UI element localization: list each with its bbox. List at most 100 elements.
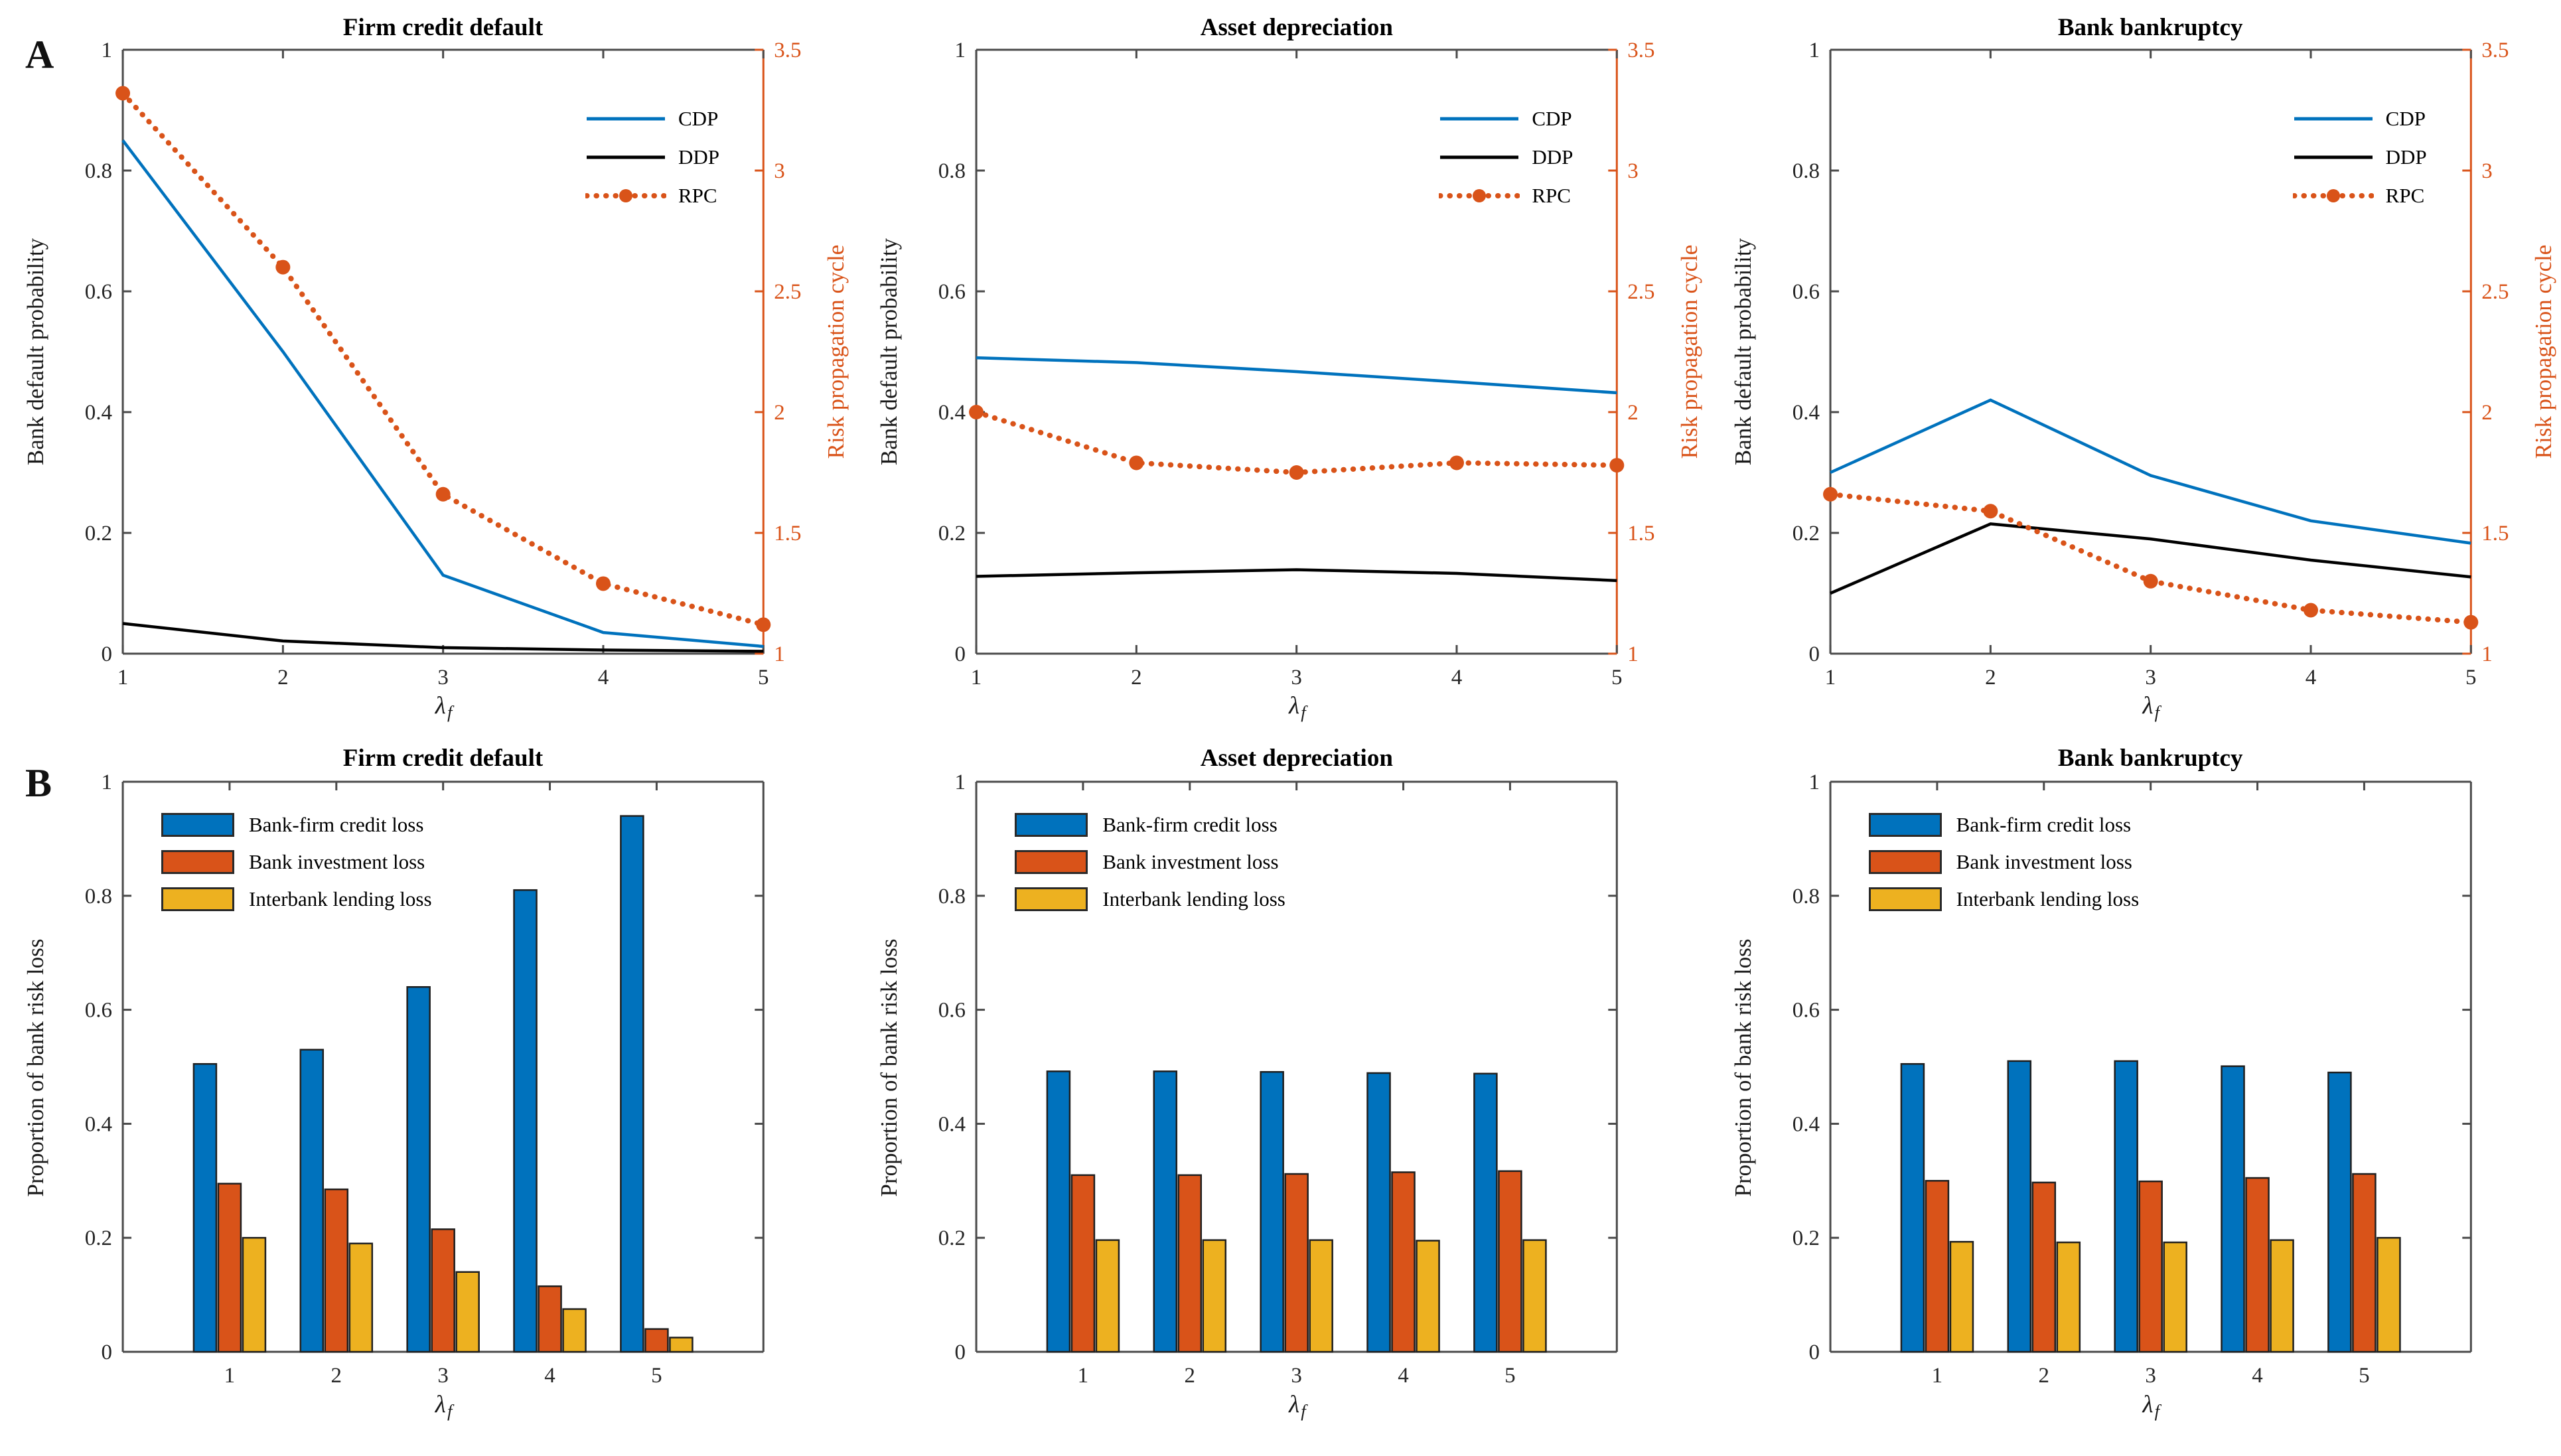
- bar-blue-1: [1046, 1070, 1071, 1353]
- lambda-symbol: λ: [1289, 1391, 1300, 1418]
- blue-swatch-icon: [1015, 813, 1088, 837]
- y-tick-label-right: 3: [774, 159, 785, 183]
- legend-label: CDP: [678, 107, 719, 130]
- x-tick-label: 3: [1291, 666, 1303, 690]
- chart-title: Firm credit default: [342, 745, 544, 772]
- rpc-line-sample-icon: [2292, 189, 2374, 202]
- y-tick-label-left: 0.2: [1792, 522, 1819, 546]
- y-tick-label-left: 0.6: [938, 280, 966, 304]
- panel-row-label-a: A: [25, 33, 54, 76]
- series-marker-rpc: [2143, 573, 2158, 589]
- cdp-line-sample-icon: [587, 117, 665, 121]
- bar-blue-5: [1473, 1072, 1498, 1353]
- x-tick-label: 5: [2465, 666, 2477, 690]
- legend: CDP DDP RPC: [585, 100, 719, 215]
- rpc-line-sample-icon: [585, 189, 666, 202]
- chart-title: Firm credit default: [342, 14, 544, 41]
- bar-orange-4: [1391, 1171, 1416, 1353]
- legend-item-cdp: CDP: [585, 100, 719, 138]
- legend-label: Bank investment loss: [249, 850, 425, 873]
- legend-label: RPC: [2385, 184, 2425, 207]
- y-tick-label-left: 0.4: [938, 1112, 966, 1136]
- x-tick-label: 1: [971, 666, 982, 690]
- y-tick-label-right: 2: [774, 401, 785, 425]
- y-tick-label-right: 2: [2481, 401, 2493, 425]
- y-tick-label-left: 0.4: [938, 401, 966, 425]
- y-tick-label-right: 3.5: [774, 38, 801, 62]
- bar-blue-4: [2220, 1065, 2245, 1353]
- bar-yellow-1: [1949, 1240, 1974, 1353]
- bar-blue-2: [299, 1049, 325, 1353]
- y-tick-label-left: 0.8: [938, 885, 966, 909]
- bar-yellow-5: [669, 1337, 694, 1353]
- legend-item-rpc: RPC: [1439, 177, 1573, 215]
- legend-item-ddp: DDP: [1439, 138, 1573, 177]
- x-tick-label: 3: [2145, 666, 2156, 690]
- series-line-rpc: [974, 409, 1620, 476]
- legend-item-bank-firm-credit-loss: Bank-firm credit loss: [1868, 806, 2140, 843]
- y-axis-label-left: Proportion of bank risk loss: [1729, 938, 1756, 1197]
- legend-item-interbank-lending-loss: Interbank lending loss: [161, 881, 432, 918]
- x-tick-label: 4: [2252, 1364, 2263, 1388]
- legend-label: Bank-firm credit loss: [1102, 813, 1278, 836]
- x-tick-label: 1: [117, 666, 129, 690]
- lambda-subscript: f: [2154, 702, 2159, 723]
- series-line-ddp: [1829, 522, 2471, 595]
- legend-item-cdp: CDP: [1439, 100, 1573, 138]
- series-line-cdp: [121, 139, 764, 648]
- y-tick-label-left: 0.2: [85, 522, 112, 546]
- y-axis-label-left: Proportion of bank risk loss: [23, 938, 48, 1197]
- series-marker-rpc: [1289, 465, 1305, 480]
- y-axis-label-left: Bank default probability: [1729, 238, 1756, 466]
- legend-label: RPC: [1532, 184, 1571, 207]
- rpc-line-sample-icon: [1439, 189, 1520, 202]
- bar-yellow-3: [1309, 1239, 1334, 1353]
- legend: Bank-firm credit loss Bank investment lo…: [1015, 806, 1285, 918]
- y-tick-label-left: 0.2: [1792, 1226, 1819, 1250]
- bar-orange-4: [2244, 1177, 2270, 1353]
- series-marker-rpc: [2303, 603, 2318, 618]
- lambda-symbol: λ: [1289, 692, 1300, 719]
- ddp-line-sample-icon: [1440, 155, 1519, 159]
- legend-item-bank-firm-credit-loss: Bank-firm credit loss: [161, 806, 432, 843]
- x-tick-label: 3: [437, 1364, 449, 1388]
- series-marker-rpc: [2463, 615, 2478, 630]
- x-axis-label: λf: [123, 692, 763, 722]
- y-tick-label-left: 0: [1808, 1341, 1820, 1364]
- lambda-subscript: f: [1301, 702, 1306, 723]
- bar-blue-4: [513, 889, 538, 1353]
- lambda-subscript: f: [2154, 1401, 2159, 1421]
- bar-blue-2: [1153, 1070, 1178, 1353]
- legend-item-ddp: DDP: [585, 138, 719, 177]
- x-tick-label: 4: [1398, 1364, 1410, 1388]
- bar-blue-3: [1260, 1070, 1285, 1353]
- series-line-rpc: [120, 90, 767, 628]
- y-axis-label-left: Proportion of bank risk loss: [876, 938, 903, 1197]
- y-tick-label-left: 0.4: [1792, 401, 1819, 425]
- y-tick-label-right: 3: [1628, 159, 1639, 183]
- bar-yellow-2: [2056, 1241, 2081, 1353]
- x-axis-label: λf: [976, 1390, 1617, 1421]
- series-line-cdp: [976, 356, 1617, 395]
- orange-swatch-icon: [1868, 850, 1942, 874]
- lambda-symbol: λ: [435, 1391, 446, 1418]
- legend-item-bank-firm-credit-loss: Bank-firm credit loss: [1015, 806, 1285, 843]
- bar-blue-3: [406, 985, 431, 1353]
- legend-label: DDP: [2385, 145, 2427, 169]
- y-tick-label-left: 0.8: [85, 159, 112, 183]
- x-tick-label: 2: [2038, 1364, 2049, 1388]
- y-axis-label-right: Risk propagation cycle: [2530, 244, 2556, 459]
- ddp-line-sample-icon: [587, 155, 665, 159]
- y-tick-label-left: 0.6: [1792, 280, 1819, 304]
- lambda-symbol: λ: [435, 692, 446, 719]
- bar-orange-1: [1070, 1174, 1096, 1353]
- legend-label: Bank investment loss: [1102, 850, 1279, 873]
- x-tick-label: 5: [1611, 666, 1623, 690]
- x-tick-label: 5: [651, 1364, 662, 1388]
- y-tick-label-left: 0: [102, 642, 113, 666]
- x-tick-label: 2: [1131, 666, 1142, 690]
- legend: CDP DDP RPC: [1439, 100, 1573, 215]
- bar-chart-firm-credit-default: 1 2 3 4 5 0 0.2 0.4 0.6 0.8 1: [85, 770, 765, 1388]
- legend-label: Interbank lending loss: [1956, 887, 2140, 910]
- legend-item-rpc: RPC: [2292, 177, 2427, 215]
